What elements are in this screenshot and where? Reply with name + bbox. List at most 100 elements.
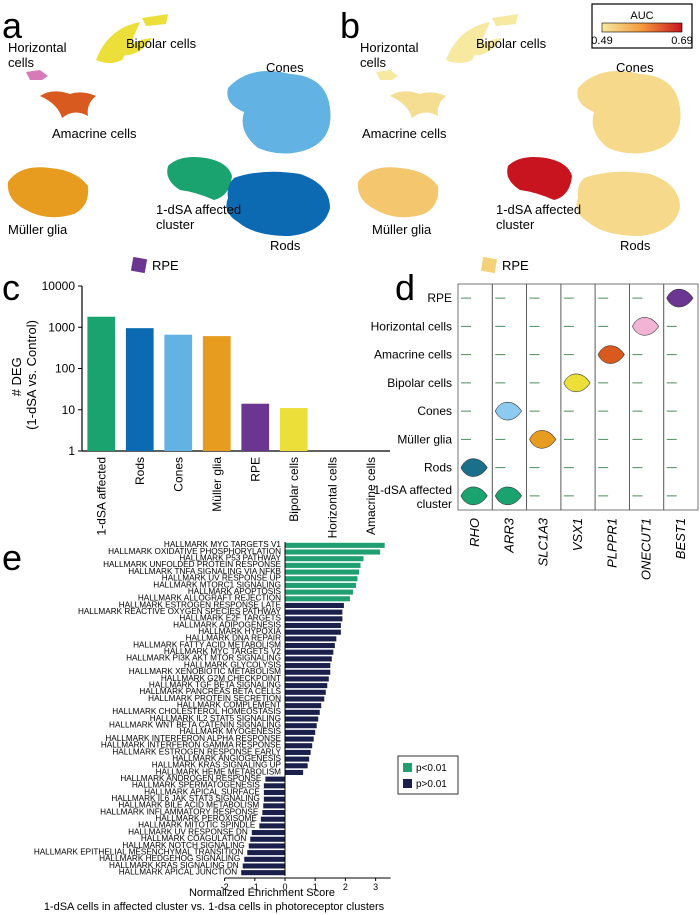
gsea-bar-hallmark-notch-signaling [248, 843, 285, 849]
gsea-label-hallmark-mitotic-spindle: HALLMARK MITOTIC SPINDLE [138, 821, 256, 830]
violin-slc1a3-m-ller-glia [529, 430, 557, 449]
gsea-label-hallmark-pancreas-beta-cells: HALLMARK PANCREAS BETA CELLS [139, 687, 281, 696]
label-amacrine: Amacrine cells [52, 126, 137, 141]
cluster-affected [167, 157, 232, 200]
auc-label-bipolar: Bipolar cells [476, 36, 547, 51]
gsea-bar-hallmark-pi3k-akt-mtor-signaling [285, 656, 332, 662]
gsea-label-hallmark-pi3k-akt-mtor-signaling: HALLMARK PI3K AKT MTOR SIGNALING [126, 654, 281, 663]
deg-x-label-1-dsa-affected: 1-dSA affected [94, 457, 108, 536]
cluster-amacrine [40, 91, 96, 118]
gsea-bar-hallmark-inflammatory-response [262, 810, 285, 816]
auc-bipolar [446, 14, 518, 63]
auc-label-horizontal: Horizontal cells [360, 40, 419, 70]
gsea-bar-hallmark-mtorc1-signaling [285, 582, 356, 588]
gsea-label-hallmark-wnt-beta-catenin-signaling: HALLMARK WNT BETA CATENIN SIGNALING [109, 721, 281, 730]
gsea-bar-hallmark-interferon-gamma-response [285, 743, 313, 749]
violin-row-cones: Cones [417, 404, 452, 418]
gsea-x-tick-2: 2 [343, 882, 348, 892]
violin-row-line: cluster [417, 497, 452, 511]
gsea-bar-hallmark-uv-response-up [285, 576, 358, 582]
gsea-bar-hallmark-myc-targets-v2 [285, 649, 334, 655]
violin-row-line: Bipolar cells [387, 376, 452, 390]
gsea-legend: p<0.01 p>0.01 [397, 755, 459, 795]
gsea-label-hallmark-heme-metabolism: HALLMARK HEME METABOLISM [156, 767, 282, 776]
gsea-bar-hallmark-angiogenesis [285, 756, 310, 762]
gsea-bar-hallmark-tgf-beta-signaling [285, 683, 328, 689]
gsea-legend-label-sig: p<0.01 [416, 763, 447, 774]
cluster-bipolar [96, 14, 168, 63]
auc-label-affected-line2: cluster [496, 217, 535, 232]
auc-affected [507, 157, 572, 200]
panel-letter-a: a [2, 5, 23, 46]
gsea-bar-hallmark-myogenesis [285, 729, 316, 735]
gsea-bar-hallmark-spermatogenesis [263, 783, 285, 789]
deg-bars [87, 316, 308, 451]
gene-label-onecut1: ONECUT1 [639, 518, 654, 580]
violin-column-plppr1 [594, 283, 630, 511]
auc-label-amacrine: Amacrine cells [362, 126, 447, 141]
gsea-label-hallmark-epithelial-mesenchymal-transition: HALLMARK EPITHELIAL MESENCHYMAL TRANSITI… [34, 847, 244, 856]
deg-x-label-rods: Rods [133, 457, 147, 485]
gsea-label-hallmark-il2-stat5-signaling: HALLMARK IL2 STAT5 SIGNALING [150, 714, 281, 723]
violin-gene-labels: RHO ARR3 SLC1A3 VSX1 PLPPR1 ONECUT1 BEST1 [467, 517, 688, 580]
gsea-label-hallmark-angiogenesis: HALLMARK ANGIOGENESIS [172, 754, 281, 763]
gsea-bar-hallmark-e2f-targets [285, 616, 343, 622]
violin-plppr1-amacrine-cells [597, 345, 625, 364]
gsea-label-hallmark-kras-signaling-up: HALLMARK KRAS SIGNALING UP [152, 761, 282, 770]
violin-grid [457, 283, 699, 511]
gsea-label-hallmark-myogenesis: HALLMARK MYOGENESIS [180, 727, 282, 736]
auc-legend-title: AUC [630, 10, 653, 22]
violin-row-line: RPE [427, 291, 452, 305]
gsea-label-hallmark-peroxisome: HALLMARK PEROXISOME [155, 814, 257, 823]
gsea-x-tick-0: 0 [282, 882, 287, 892]
gsea-label-hallmark-hypoxia: HALLMARK HYPOXIA [198, 627, 281, 636]
violin-row-line: Horizontal cells [371, 319, 452, 333]
gsea-bar-hallmark-peroxisome [260, 816, 285, 822]
panel-letter-d: d [395, 267, 415, 308]
gsea-label-hallmark-p53-pathway: HALLMARK P53 PATHWAY [179, 554, 281, 563]
umap-auc-panel: AUC 0.49 0.69 Horizontal cells Bipolar ce… [357, 3, 693, 274]
gsea-label-hallmark-allograft-rejection: HALLMARK ALLOGRAFT REJECTION [138, 594, 281, 603]
gsea-bar-hallmark-coagulation [250, 836, 285, 842]
violins [460, 288, 694, 506]
label-horizontal-line2: cells [8, 55, 35, 70]
auc-cluster-labels: Horizontal cells Bipolar cells Amacrine c… [360, 36, 654, 273]
gsea-bar-hallmark-g2m-checkpoint [285, 676, 329, 682]
violin-row-bipolar-cells: Bipolar cells [387, 376, 452, 390]
deg-x-ticks: 1-dSA affected Rods Cones Müller glia RPE Bip… [94, 457, 378, 539]
gsea-label-hallmark-dna-repair: HALLMARK DNA REPAIR [186, 634, 281, 643]
gsea-label-hallmark-adipogenesis: HALLMARK ADIPOGENESIS [173, 620, 281, 629]
gsea-bar-hallmark-bile-acid-metabolism [263, 803, 285, 809]
deg-x-label-m-ller-glia: Müller glia [210, 457, 224, 512]
auc-label-horizontal-line1: Horizontal [360, 40, 419, 55]
gsea-label-hallmark-kras-signaling-dn: HALLMARK KRAS SIGNALING DN [109, 861, 239, 870]
violin-vsx1-bipolar-cells [563, 373, 591, 393]
gsea-x-label: Normalized Enrichment Score [189, 887, 335, 899]
gsea-label-hallmark-uv-response-dn: HALLMARK UV RESPONSE DN [128, 827, 248, 836]
gene-label-slc1a3: SLC1A3 [536, 517, 551, 566]
gsea-bar-hallmark-allograft-rejection [285, 596, 350, 602]
gsea-label-hallmark-glycolysis: HALLMARK GLYCOLYSIS [184, 660, 282, 669]
violin-row-line: Rods [424, 461, 452, 475]
gsea-bar-hallmark-apical-junction [241, 870, 285, 876]
gsea-bar-hallmark-glycolysis [285, 663, 331, 669]
panel-letter-c: c [2, 267, 20, 308]
umap-clusters-panel: Horizontal cells Bipolar cells Amacrine c… [7, 14, 331, 274]
gsea-label-hallmark-reactive-oxygen-species-pathway: HALLMARK REACTIVE OXYGEN SPECIES PATHWAY [78, 607, 282, 616]
violin-row-1-dsa-affected-cluster: 1-dSA affected cluster [373, 483, 452, 511]
violin-plot: RPE Horizontal cells Amacrine cells Bipolar… [371, 283, 699, 580]
gsea-label-hallmark-apoptosis: HALLMARK APOPTOSIS [188, 587, 282, 596]
deg-y-label-line1: # DEG [9, 357, 24, 396]
violin-row-amacrine-cells: Amacrine cells [374, 348, 452, 362]
panel-letter-e: e [2, 537, 22, 578]
gsea-label-hallmark-e2f-targets: HALLMARK E2F TARGETS [179, 614, 281, 623]
gsea-x-tick-1: 1 [313, 882, 318, 892]
gsea-label-hallmark-unfolded-protein-response: HALLMARK UNFOLDED PROTEIN RESPONSE [103, 560, 281, 569]
label-affected: 1-dSA affected cluster [156, 202, 241, 232]
violin-arr3-cones [494, 401, 522, 421]
gsea-label-hallmark-bile-acid-metabolism: HALLMARK BILE ACID METABOLISM [118, 801, 259, 810]
gsea-bar-hallmark-apical-surface [263, 789, 285, 796]
violin-row-line: Amacrine cells [374, 348, 452, 362]
label-horizontal-line1: Horizontal [8, 40, 67, 55]
